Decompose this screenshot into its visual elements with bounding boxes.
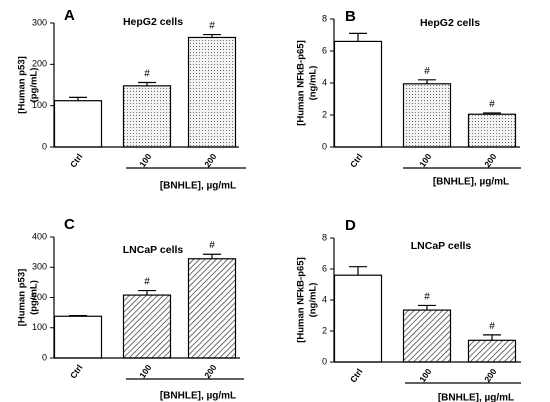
chart-title: HepG2 cells xyxy=(123,16,183,28)
y-axis-label: (pg/mL) xyxy=(29,68,40,103)
category-label: 100 xyxy=(137,151,153,169)
category-label: 100 xyxy=(137,362,153,380)
y-axis-label: [Human NFkB-p65] xyxy=(296,257,307,343)
y-axis-label: [Human p53] xyxy=(17,269,28,327)
y-tick-label: 200 xyxy=(32,59,47,69)
y-tick-label: 2 xyxy=(322,325,327,335)
bar-200 xyxy=(467,113,517,148)
category-label: Ctrl xyxy=(68,363,85,381)
bar-Ctrl xyxy=(333,40,383,148)
significance-marker: # xyxy=(489,321,495,332)
y-axis-label: [Human NFkB-p65] xyxy=(296,40,307,126)
bar-200 xyxy=(187,36,237,148)
x-axis-label: [BNHLE], µg/mL xyxy=(160,391,236,402)
y-tick-label: 8 xyxy=(322,232,327,242)
category-label: 200 xyxy=(482,366,498,384)
y-tick-label: 0 xyxy=(42,141,47,151)
significance-marker: # xyxy=(489,99,495,110)
y-tick-label: 8 xyxy=(322,13,327,23)
chart-title: LNCaP cells xyxy=(123,244,184,256)
panel-b: B HepG2 cells Ctrl #100 #200 0 2 4 6 8 [Human NFkB… xyxy=(296,8,521,188)
category-label: 200 xyxy=(482,151,498,169)
panel-letter: C xyxy=(64,216,75,233)
y-tick-label: 0 xyxy=(322,141,327,151)
y-axis-label: (ng/mL) xyxy=(308,66,319,101)
y-tick-label: 2 xyxy=(322,109,327,119)
x-axis-label: [BNHLE], µg/mL xyxy=(433,177,509,188)
category-label: Ctrl xyxy=(68,152,85,170)
significance-marker: # xyxy=(424,291,430,302)
chart-title: LNCaP cells xyxy=(411,240,472,252)
x-axis-label: [BNHLE], µg/mL xyxy=(438,393,514,402)
category-label: 100 xyxy=(417,151,433,169)
category-label: Ctrl xyxy=(348,152,365,170)
y-axis-label: (pg/mL) xyxy=(29,280,40,315)
y-tick-label: 300 xyxy=(32,17,47,27)
bar-200 xyxy=(187,258,237,359)
bar-200 xyxy=(467,339,517,363)
bar-100 xyxy=(402,83,452,148)
chart-title: HepG2 cells xyxy=(420,17,480,29)
significance-marker: # xyxy=(209,21,215,32)
y-tick-label: 100 xyxy=(32,322,47,332)
panel-letter: D xyxy=(345,217,356,234)
y-tick-label: 4 xyxy=(322,77,327,87)
category-label: Ctrl xyxy=(348,367,365,385)
y-tick-label: 300 xyxy=(32,262,47,272)
panel-letter: B xyxy=(345,8,356,25)
panel-c: C LNCaP cells Ctrl #100 #200 0 100 200 300 400 [Hu… xyxy=(17,216,244,402)
y-axis-label: [Human p53] xyxy=(17,56,28,114)
x-axis-label: [BNHLE], µg/mL xyxy=(160,181,236,192)
y-tick-label: 100 xyxy=(32,100,47,110)
y-tick-label: 200 xyxy=(32,292,47,302)
bar-100 xyxy=(122,85,172,148)
y-tick-label: 6 xyxy=(322,263,327,273)
panel-letter: A xyxy=(64,7,75,24)
y-tick-label: 0 xyxy=(322,356,327,366)
significance-marker: # xyxy=(144,277,150,288)
category-label: 200 xyxy=(202,151,218,169)
significance-marker: # xyxy=(424,66,430,77)
y-tick-label: 0 xyxy=(42,352,47,362)
bar-Ctrl xyxy=(53,315,103,359)
panel-d: D LNCaP cells Ctrl #100 #200 0 2 4 6 8 [Human NFkB… xyxy=(296,217,521,402)
panel-a: A HepG2 cells Ctrl #100 #200 0 100 200 300 [Human… xyxy=(17,7,246,192)
bar-Ctrl xyxy=(53,100,103,148)
bar-100 xyxy=(402,309,452,363)
y-tick-label: 6 xyxy=(322,45,327,55)
bar-100 xyxy=(122,294,172,359)
y-tick-label: 400 xyxy=(32,231,47,241)
category-label: 200 xyxy=(202,362,218,380)
category-label: 100 xyxy=(417,366,433,384)
y-axis-label: (ng/mL) xyxy=(308,283,319,318)
significance-marker: # xyxy=(144,69,150,80)
significance-marker: # xyxy=(209,240,215,251)
y-tick-label: 4 xyxy=(322,294,327,304)
bar-Ctrl xyxy=(333,274,383,363)
